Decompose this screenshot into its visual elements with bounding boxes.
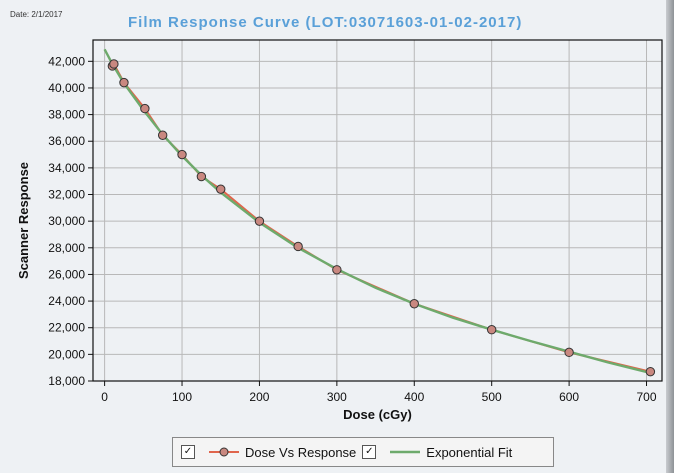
y-tick-label: 38,000 — [48, 108, 85, 122]
x-tick-label: 100 — [172, 390, 192, 404]
data-point — [157, 130, 168, 140]
data-point — [177, 149, 187, 160]
y-tick-label: 28,000 — [48, 241, 85, 255]
data-point — [645, 366, 656, 377]
x-tick-label: 400 — [404, 390, 424, 404]
y-tick-label: 24,000 — [48, 294, 85, 308]
data-point — [409, 299, 419, 309]
data-point — [196, 171, 207, 182]
date-label: Date: 2/1/2017 — [10, 10, 63, 19]
y-tick-label: 26,000 — [48, 267, 85, 281]
data-markers — [107, 59, 656, 377]
data-point — [293, 241, 303, 252]
y-tick-label: 22,000 — [48, 321, 85, 335]
data-point — [332, 265, 342, 275]
data-point — [216, 184, 226, 194]
legend-swatch-exponential-fit — [390, 450, 421, 454]
plot-frame — [92, 39, 663, 382]
y-tick-label: 36,000 — [48, 134, 85, 148]
legend-item-dose-vs-response[interactable]: ✓ Dose Vs Response — [173, 445, 356, 460]
legend-label-exponential-fit: Exponential Fit — [426, 444, 513, 460]
legend-checkbox-exponential-fit[interactable]: ✓ — [362, 445, 377, 459]
data-point — [564, 347, 574, 358]
y-tick-labels: 18,000 20,000 22,000 24,000 26,000 28,000 30,0… — [48, 54, 93, 388]
series-line-dose-vs-response — [111, 62, 651, 373]
data-point — [119, 77, 129, 88]
x-tick-label: 0 — [101, 390, 108, 404]
chart-title: Film Response Curve (LOT:03071603-01-02-… — [128, 14, 523, 31]
y-tick-label: 18,000 — [48, 374, 85, 388]
y-tick-label: 40,000 — [48, 81, 85, 95]
y-tick-label: 34,000 — [48, 161, 85, 175]
legend-item-exponential-fit[interactable]: ✓ Exponential Fit — [356, 445, 512, 460]
x-tick-labels: 0 100 200 300 400 500 600 700 — [101, 381, 657, 404]
grid-lines — [93, 40, 662, 382]
legend-swatch-dose-vs-response — [209, 447, 239, 457]
x-tick-label: 500 — [482, 390, 502, 404]
data-point — [140, 103, 150, 114]
data-point — [109, 59, 119, 69]
x-tick-label: 700 — [637, 390, 657, 404]
x-tick-label: 600 — [559, 390, 579, 404]
y-tick-label: 42,000 — [48, 54, 85, 68]
page-edge — [666, 0, 674, 473]
x-axis-label: Dose (cGy) — [343, 407, 412, 422]
legend-checkbox-dose-vs-response[interactable]: ✓ — [181, 445, 195, 459]
y-axis-label: Scanner Response — [16, 162, 31, 279]
series-line-exponential-fit — [103, 48, 651, 375]
x-tick-label: 300 — [327, 390, 347, 404]
y-tick-label: 20,000 — [48, 347, 85, 361]
y-tick-label: 32,000 — [48, 188, 85, 202]
data-point — [486, 325, 497, 335]
data-point — [254, 216, 265, 226]
x-tick-label: 200 — [249, 390, 269, 404]
legend-label-dose-vs-response: Dose Vs Response — [245, 444, 357, 460]
y-tick-label: 30,000 — [48, 214, 85, 228]
legend: ✓ Dose Vs Response ✓ Exponential Fit — [172, 437, 554, 467]
